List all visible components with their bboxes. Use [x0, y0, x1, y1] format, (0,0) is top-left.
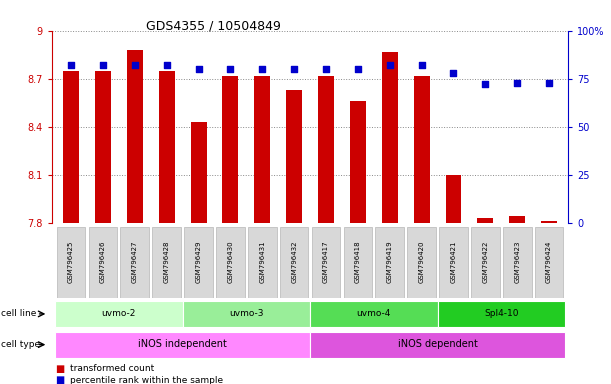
Point — [480, 81, 490, 88]
Bar — [191, 122, 207, 223]
Bar — [541, 221, 557, 223]
Bar — [350, 101, 366, 223]
Text: GSM796422: GSM796422 — [482, 241, 488, 283]
Bar — [445, 175, 461, 223]
Text: GSM796425: GSM796425 — [68, 241, 74, 283]
Text: GSM796426: GSM796426 — [100, 241, 106, 283]
Bar — [286, 90, 302, 223]
Point — [257, 66, 267, 72]
FancyBboxPatch shape — [183, 301, 310, 327]
Text: ■: ■ — [55, 375, 64, 384]
Text: Spl4-10: Spl4-10 — [484, 309, 519, 318]
Bar — [127, 50, 143, 223]
Point — [448, 70, 458, 76]
Point — [289, 66, 299, 72]
FancyBboxPatch shape — [55, 332, 310, 358]
Point — [321, 66, 331, 72]
Point — [98, 62, 108, 68]
Text: ■: ■ — [55, 364, 64, 374]
Bar — [477, 218, 493, 223]
Text: transformed count: transformed count — [70, 364, 155, 373]
FancyBboxPatch shape — [152, 227, 181, 298]
Text: cell type: cell type — [1, 340, 40, 349]
Text: GSM796427: GSM796427 — [132, 241, 138, 283]
Bar — [318, 76, 334, 223]
Text: uvmo-3: uvmo-3 — [229, 309, 263, 318]
FancyBboxPatch shape — [439, 227, 468, 298]
FancyBboxPatch shape — [503, 227, 532, 298]
Point — [66, 62, 76, 68]
Text: GSM796419: GSM796419 — [387, 241, 393, 283]
FancyBboxPatch shape — [184, 227, 213, 298]
Bar — [414, 76, 430, 223]
Bar — [254, 76, 270, 223]
FancyBboxPatch shape — [55, 301, 183, 327]
FancyBboxPatch shape — [375, 227, 404, 298]
FancyBboxPatch shape — [408, 227, 436, 298]
Bar — [510, 216, 525, 223]
FancyBboxPatch shape — [310, 332, 565, 358]
FancyBboxPatch shape — [310, 301, 437, 327]
FancyBboxPatch shape — [343, 227, 372, 298]
FancyBboxPatch shape — [57, 227, 86, 298]
Text: percentile rank within the sample: percentile rank within the sample — [70, 376, 224, 384]
Text: GSM796429: GSM796429 — [196, 241, 202, 283]
FancyBboxPatch shape — [471, 227, 500, 298]
FancyBboxPatch shape — [312, 227, 340, 298]
Point — [544, 79, 554, 86]
Text: iNOS dependent: iNOS dependent — [398, 339, 478, 349]
Text: uvmo-2: uvmo-2 — [101, 309, 136, 318]
Text: GSM796417: GSM796417 — [323, 241, 329, 283]
Text: iNOS independent: iNOS independent — [138, 339, 227, 349]
Bar — [63, 71, 79, 223]
Text: GSM796431: GSM796431 — [259, 241, 265, 283]
Text: GSM796428: GSM796428 — [164, 241, 170, 283]
Point — [353, 66, 363, 72]
FancyBboxPatch shape — [89, 227, 117, 298]
Point — [513, 79, 522, 86]
Point — [162, 62, 172, 68]
Text: GSM796421: GSM796421 — [450, 241, 456, 283]
FancyBboxPatch shape — [248, 227, 277, 298]
FancyBboxPatch shape — [280, 227, 309, 298]
Text: GSM796418: GSM796418 — [355, 241, 361, 283]
Text: cell line: cell line — [1, 310, 37, 318]
Point — [417, 62, 426, 68]
FancyBboxPatch shape — [216, 227, 245, 298]
Bar — [159, 71, 175, 223]
Text: GSM796423: GSM796423 — [514, 241, 520, 283]
Text: GDS4355 / 10504849: GDS4355 / 10504849 — [147, 19, 281, 32]
Bar — [222, 76, 238, 223]
Text: GSM796432: GSM796432 — [291, 241, 297, 283]
FancyBboxPatch shape — [437, 301, 565, 327]
Text: uvmo-4: uvmo-4 — [357, 309, 391, 318]
Bar — [382, 51, 398, 223]
Text: GSM796430: GSM796430 — [227, 241, 233, 283]
FancyBboxPatch shape — [535, 227, 563, 298]
Point — [385, 62, 395, 68]
Point — [225, 66, 235, 72]
Bar — [95, 71, 111, 223]
FancyBboxPatch shape — [120, 227, 149, 298]
Text: GSM796424: GSM796424 — [546, 241, 552, 283]
Point — [194, 66, 203, 72]
Text: GSM796420: GSM796420 — [419, 241, 425, 283]
Point — [130, 62, 140, 68]
